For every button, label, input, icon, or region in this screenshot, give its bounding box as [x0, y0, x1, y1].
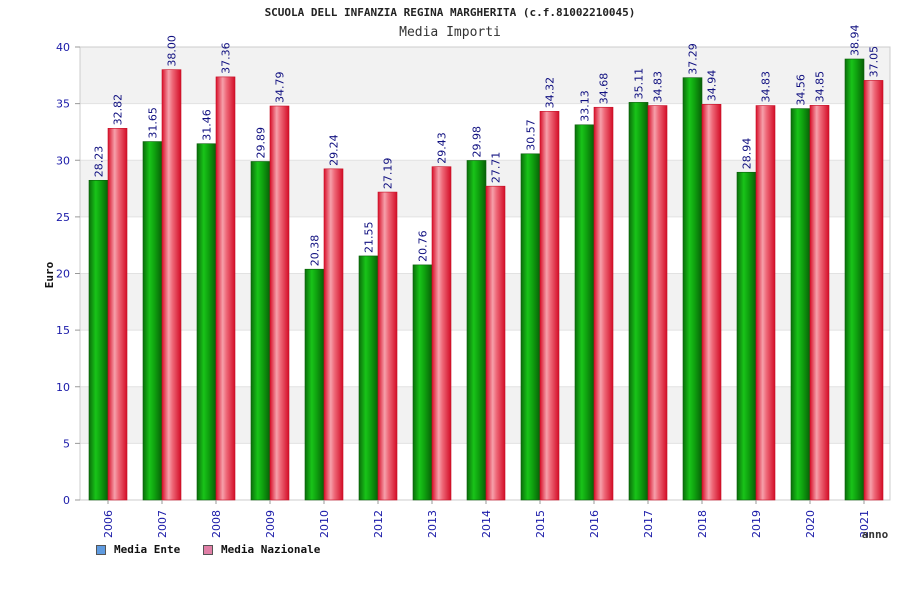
bar-media-ente — [358, 255, 379, 501]
x-tick-label: 2020 — [804, 510, 817, 538]
x-tick-label: 2021 — [858, 510, 871, 538]
bar-media-ente — [250, 161, 271, 501]
plot-band — [80, 47, 890, 104]
bar-media-nazionale — [323, 168, 344, 501]
data-label: 37.36 — [220, 42, 233, 74]
bar-media-nazionale — [539, 111, 560, 501]
y-tick-label: 0 — [63, 494, 70, 507]
data-label: 30.57 — [525, 119, 538, 151]
x-tick-label: 2015 — [534, 510, 547, 538]
data-label: 37.05 — [868, 46, 881, 78]
x-tick-label: 2006 — [102, 510, 115, 538]
chart-subtitle: Media Importi — [399, 25, 501, 40]
legend-swatch — [203, 544, 213, 555]
bar-media-ente — [736, 171, 757, 501]
data-label: 35.11 — [633, 68, 646, 100]
x-tick-label: 2014 — [480, 510, 493, 538]
bar-media-nazionale — [701, 104, 722, 501]
bar-media-nazionale — [215, 76, 236, 501]
bar-media-nazionale — [809, 105, 830, 501]
bar-media-nazionale — [485, 185, 506, 501]
data-label: 29.98 — [471, 126, 484, 158]
data-label: 31.65 — [147, 107, 160, 139]
y-tick-label: 25 — [56, 211, 70, 224]
x-tick-label: 2016 — [588, 510, 601, 538]
data-label: 34.68 — [598, 73, 611, 105]
bar-media-nazionale — [107, 128, 128, 501]
y-tick-label: 15 — [56, 324, 70, 337]
data-label: 31.46 — [201, 109, 214, 141]
bar-media-nazionale — [593, 106, 614, 501]
chart-title: SCUOLA DELL INFANZIA REGINA MARGHERITA (… — [264, 6, 636, 19]
x-tick-label: 2017 — [642, 510, 655, 538]
x-tick-label: 2019 — [750, 510, 763, 538]
data-label: 34.83 — [760, 71, 773, 103]
data-label: 27.71 — [490, 152, 503, 184]
y-tick-label: 5 — [63, 437, 70, 450]
bar-media-nazionale — [647, 105, 668, 501]
x-tick-label: 2010 — [318, 510, 331, 538]
x-tick-label: 2009 — [264, 510, 277, 538]
bar-media-ente — [682, 77, 703, 501]
x-tick-label: 2018 — [696, 510, 709, 538]
bar-media-ente — [88, 179, 109, 501]
legend-swatch — [96, 544, 106, 555]
data-label: 28.23 — [93, 146, 106, 178]
data-label: 34.79 — [274, 72, 287, 104]
y-tick-label: 35 — [56, 98, 70, 111]
bar-media-nazionale — [431, 166, 452, 501]
data-label: 33.13 — [579, 90, 592, 122]
bar-media-ente — [844, 58, 865, 501]
bar-media-ente — [142, 141, 163, 501]
data-label: 34.94 — [706, 70, 719, 102]
data-label: 29.43 — [436, 132, 449, 164]
bar-media-nazionale — [161, 69, 182, 501]
x-tick-label: 2012 — [372, 510, 385, 538]
bar-media-nazionale — [863, 80, 884, 501]
bar-media-ente — [196, 143, 217, 501]
data-label: 34.56 — [795, 74, 808, 106]
legend-label: Media Nazionale — [221, 543, 321, 556]
bar-media-nazionale — [269, 105, 290, 501]
data-label: 21.55 — [363, 221, 376, 253]
bar-media-ente — [520, 153, 541, 501]
y-tick-label: 10 — [56, 381, 70, 394]
legend-item-media-ente: Media Ente — [96, 543, 180, 556]
data-label: 34.83 — [652, 71, 665, 103]
bar-media-nazionale — [377, 191, 398, 501]
bar-media-ente — [412, 264, 433, 501]
x-axis: 2006 2007 2008 2009 2010 2012 2013 2014 2015 2016… — [102, 500, 871, 538]
data-label: 28.94 — [741, 138, 754, 170]
bar-media-nazionale — [755, 105, 776, 501]
bars-group: 28.23 32.82 31.65 38.00 31.46 37.36 29.89 34.79… — [88, 25, 884, 501]
data-label: 34.85 — [814, 71, 827, 103]
legend-label: Media Ente — [114, 543, 181, 556]
y-axis: 0 5 10 15 20 25 30 35 40 — [56, 41, 80, 507]
data-label: 34.32 — [544, 77, 557, 109]
data-label: 32.82 — [112, 94, 125, 126]
y-tick-label: 30 — [56, 154, 70, 167]
bar-media-ente — [790, 108, 811, 501]
y-tick-label: 40 — [56, 41, 70, 54]
data-label: 29.89 — [255, 127, 268, 159]
data-label: 29.24 — [328, 134, 341, 166]
y-tick-label: 20 — [56, 268, 70, 281]
x-tick-label: 2013 — [426, 510, 439, 538]
data-label: 20.76 — [417, 230, 430, 262]
x-tick-label: 2008 — [210, 510, 223, 538]
bar-media-ente — [628, 102, 649, 501]
legend-item-media-nazionale: Media Nazionale — [203, 543, 320, 556]
data-label: 38.94 — [849, 25, 862, 57]
bar-media-ente — [304, 268, 325, 501]
data-label: 38.00 — [166, 35, 179, 67]
x-tick-label: 2007 — [156, 510, 169, 538]
data-label: 27.19 — [382, 158, 395, 190]
data-label: 37.29 — [687, 43, 700, 75]
y-axis-label: Euro — [43, 261, 56, 288]
bar-media-ente — [466, 160, 487, 501]
bar-media-ente — [574, 124, 595, 501]
x-axis-label: anno — [862, 528, 889, 541]
data-label: 20.38 — [309, 235, 322, 267]
